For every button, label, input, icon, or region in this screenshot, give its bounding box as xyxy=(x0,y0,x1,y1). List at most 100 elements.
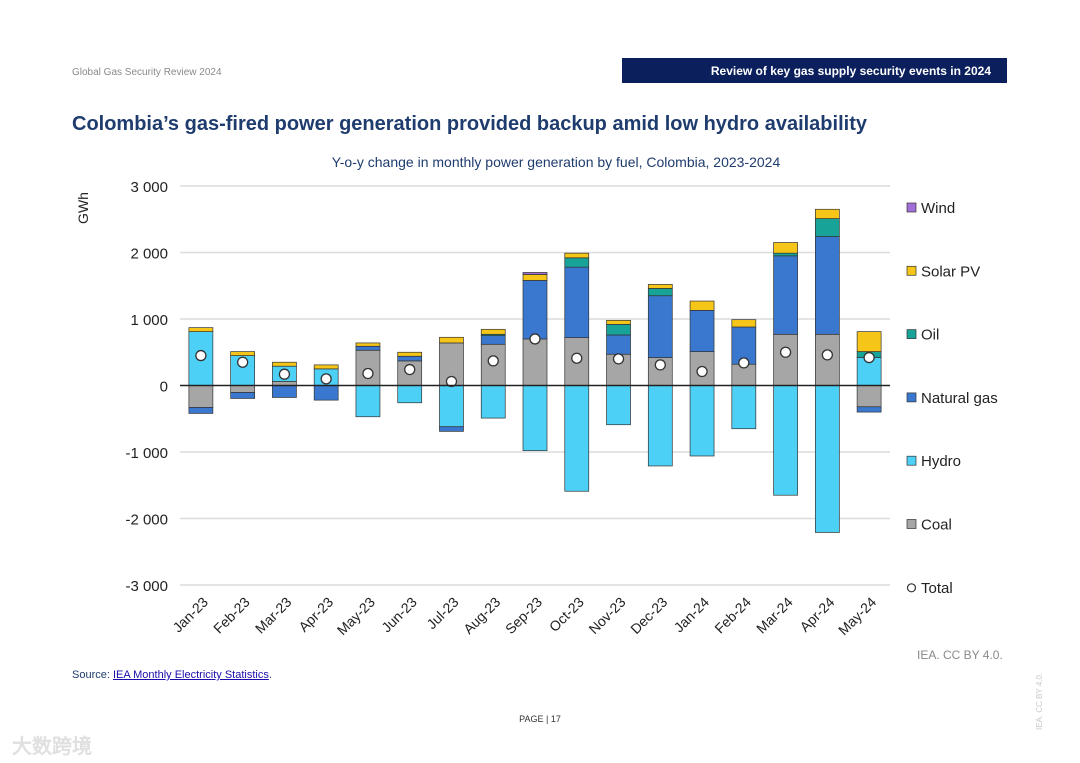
x-tick-label: Apr-23 xyxy=(295,594,336,635)
section-title: Review of key gas supply security events… xyxy=(710,63,991,78)
legend-swatch xyxy=(906,202,917,213)
source-note: Source: IEA Monthly Electricity Statisti… xyxy=(72,669,272,681)
bar-natural-gas xyxy=(230,392,255,399)
bar-hydro xyxy=(439,385,464,428)
bar-solar-pv xyxy=(313,364,339,370)
y-tick-label: -3 000 xyxy=(125,578,168,595)
legend-swatch xyxy=(906,329,917,339)
total-marker xyxy=(404,363,416,376)
bar-natural-gas xyxy=(439,426,464,432)
source-link[interactable]: IEA Monthly Electricity Statistics xyxy=(112,669,269,681)
bar-solar-pv xyxy=(439,336,464,344)
x-tick-label: Aug-23 xyxy=(460,594,503,637)
total-marker xyxy=(571,352,583,364)
y-tick-label: 0 xyxy=(160,379,168,396)
bar-hydro xyxy=(522,385,548,452)
legend-label: Oil xyxy=(921,327,939,344)
legend-swatch xyxy=(906,455,917,466)
x-tick-label: Mar-23 xyxy=(252,594,295,637)
total-marker xyxy=(195,349,207,362)
bar-solar-pv xyxy=(856,331,882,352)
bar-oil xyxy=(564,257,590,268)
y-tick-label: -1 000 xyxy=(125,445,168,462)
total-marker xyxy=(612,353,625,365)
bar-natural-gas xyxy=(188,407,214,414)
y-tick-label: -2 000 xyxy=(125,512,168,529)
bar-oil xyxy=(606,323,631,336)
legend-label: Coal xyxy=(921,517,952,534)
legend-label: Hydro xyxy=(921,453,961,470)
page-title: Colombia’s gas-fired power generation pr… xyxy=(72,113,867,135)
total-marker xyxy=(821,349,834,361)
credit: IEA. CC BY 4.0. xyxy=(917,648,1003,662)
bar-oil xyxy=(815,218,840,237)
bar-natural-gas xyxy=(522,280,548,340)
bar-hydro xyxy=(397,385,423,404)
y-tick-label: 1 000 xyxy=(130,312,168,329)
bar-natural-gas xyxy=(689,310,715,352)
bar-solar-pv xyxy=(522,274,548,281)
page-number: PAGE | 17 xyxy=(519,714,561,724)
legend-label: Natural gas xyxy=(921,390,998,407)
bar-oil xyxy=(773,252,798,257)
x-tick-label: Dec-23 xyxy=(627,594,670,637)
bar-solar-pv xyxy=(272,361,297,367)
legend-swatch xyxy=(906,392,917,403)
x-tick-label: Feb-24 xyxy=(711,594,754,637)
bar-hydro xyxy=(480,385,506,419)
bar-natural-gas xyxy=(564,266,590,338)
side-credit: IEA. CC BY 4.0. xyxy=(1035,672,1044,730)
total-marker xyxy=(696,365,708,378)
x-tick-label: Mar-24 xyxy=(753,594,796,637)
x-tick-label: Jul-23 xyxy=(423,594,461,632)
legend-label: Solar PV xyxy=(921,263,980,280)
bar-solar-pv xyxy=(815,208,840,219)
bar-hydro xyxy=(689,385,715,457)
bar-coal xyxy=(355,349,381,386)
bar-oil xyxy=(647,288,673,297)
bar-hydro xyxy=(564,385,590,492)
chart-title: Y-o-y change in monthly power generation… xyxy=(331,154,781,170)
y-axis-label: GWh xyxy=(75,192,91,224)
bar-coal xyxy=(188,385,214,408)
x-tick-label: May-24 xyxy=(835,594,879,638)
bar-solar-pv xyxy=(773,242,798,254)
legend-swatch-total xyxy=(906,583,917,593)
source-prefix: Source: xyxy=(72,669,113,681)
bar-natural-gas xyxy=(815,236,840,335)
bar-solar-pv xyxy=(731,319,757,328)
total-marker xyxy=(320,373,332,385)
source-suffix: . xyxy=(268,669,272,681)
total-marker xyxy=(863,351,875,364)
total-marker xyxy=(487,355,499,367)
total-marker xyxy=(738,357,750,369)
section-banner: Review of key gas supply security events… xyxy=(622,58,1007,83)
bar-solar-pv xyxy=(647,284,673,289)
total-marker xyxy=(779,346,792,358)
x-tick-label: Jan-24 xyxy=(671,594,713,636)
bar-coal xyxy=(522,338,548,386)
legend-label: Total xyxy=(921,580,953,597)
bar-natural-gas xyxy=(773,255,798,335)
bar-hydro xyxy=(773,385,798,496)
bar-solar-pv xyxy=(606,319,631,325)
x-tick-label: May-23 xyxy=(334,594,378,638)
bar-natural-gas xyxy=(355,345,381,351)
bar-solar-pv xyxy=(230,351,255,356)
total-marker xyxy=(236,356,249,368)
bar-solar-pv xyxy=(689,300,715,311)
bar-solar-pv xyxy=(480,328,506,335)
bar-natural-gas xyxy=(313,385,339,401)
bar-hydro xyxy=(815,385,840,533)
bar-coal xyxy=(856,385,882,408)
total-marker xyxy=(654,359,666,371)
bar-natural-gas xyxy=(856,406,882,413)
x-tick-label: Jan-23 xyxy=(169,594,211,636)
bar-wind xyxy=(522,272,548,275)
watermark: 大数跨境 xyxy=(12,736,92,758)
y-tick-label: 2 000 xyxy=(130,246,168,263)
bar-hydro xyxy=(647,385,673,467)
x-tick-label: Nov-23 xyxy=(585,594,628,637)
bar-hydro xyxy=(731,385,757,430)
